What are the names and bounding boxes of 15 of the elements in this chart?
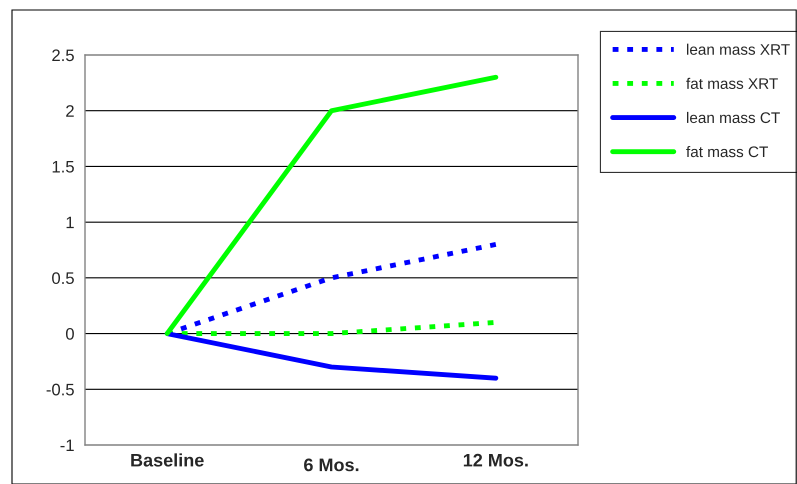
legend-label: fat mass XRT (686, 78, 778, 89)
y-tick-label: 1.5 (52, 161, 74, 173)
x-tick-label: 12 Mos. (464, 454, 528, 467)
legend-label: fat mass CT (686, 146, 768, 158)
y-tick-label: 2.5 (52, 49, 74, 62)
x-tick-label: 6 Mos. (304, 458, 358, 472)
legend-label: lean mass CT (687, 112, 780, 124)
y-tick-label: -1 (60, 440, 74, 452)
y-tick-label: 1 (66, 216, 74, 228)
y-tick-label: 0 (66, 328, 74, 340)
x-tick-label: Baseline (131, 453, 204, 467)
y-tick-label: 0.5 (52, 272, 74, 284)
y-tick-label: -0.5 (46, 384, 74, 396)
y-tick-label: 2 (66, 105, 74, 117)
legend-label: lean mass XRT (687, 44, 790, 55)
